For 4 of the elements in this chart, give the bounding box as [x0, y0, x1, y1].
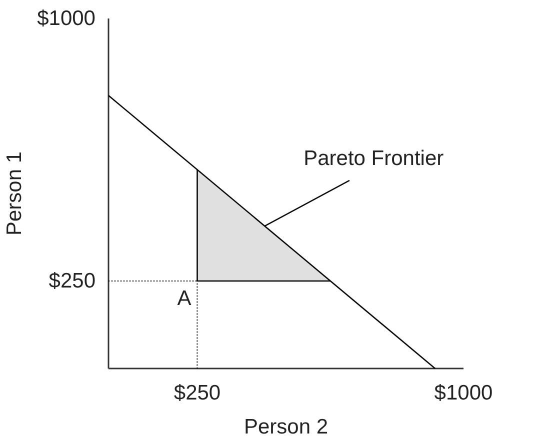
annotation: A [177, 286, 192, 310]
y-axis-title: Person 1 [3, 151, 26, 236]
x-axis-title: Person 2 [244, 416, 328, 438]
annotation: Pareto Frontier [304, 146, 444, 170]
